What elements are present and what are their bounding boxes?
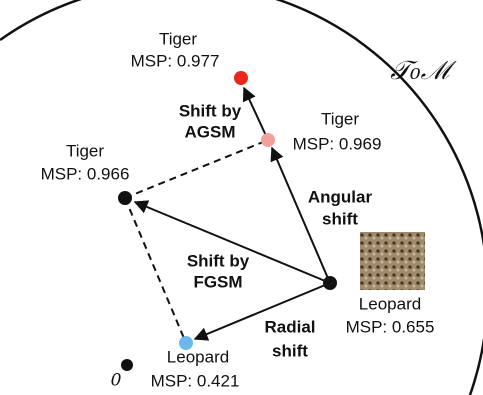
node [118, 191, 132, 205]
edge-label: AGSM [185, 122, 236, 141]
node-class: Tiger [321, 109, 359, 128]
node-msp: MSP: 0.969 [293, 134, 382, 153]
node-msp: MSP: 0.655 [346, 317, 435, 336]
origin-node [121, 359, 133, 371]
node-class: Leopard [359, 294, 421, 313]
edge-label: Radial [264, 317, 315, 336]
node [261, 133, 275, 147]
edge-label: Shift by [179, 101, 242, 120]
edge-label: shift [322, 209, 358, 228]
dashed-edge [125, 140, 268, 198]
node-msp: MSP: 0.966 [41, 164, 130, 183]
arrow [244, 88, 268, 140]
node-class: Tiger [66, 141, 104, 160]
node-class: Tiger [159, 29, 197, 48]
node-msp: MSP: 0.977 [131, 51, 220, 70]
edge-label: shift [272, 341, 308, 360]
node-class: Leopard [167, 347, 229, 366]
origin-label: 0 [111, 371, 122, 391]
leopard-image [360, 232, 425, 290]
node [323, 276, 337, 290]
edge-label: Shift by [187, 251, 250, 270]
manifold-label: 𝒯₀ℳ [390, 56, 456, 86]
diagram: 𝒯₀ℳ Tiger MSP: 0.977 Tiger MSP: 0.969 Ti… [0, 0, 483, 395]
node [234, 71, 248, 85]
node-msp: MSP: 0.421 [151, 371, 240, 390]
edge-label: Angular [308, 187, 373, 206]
edge-label: FGSM [193, 272, 242, 291]
